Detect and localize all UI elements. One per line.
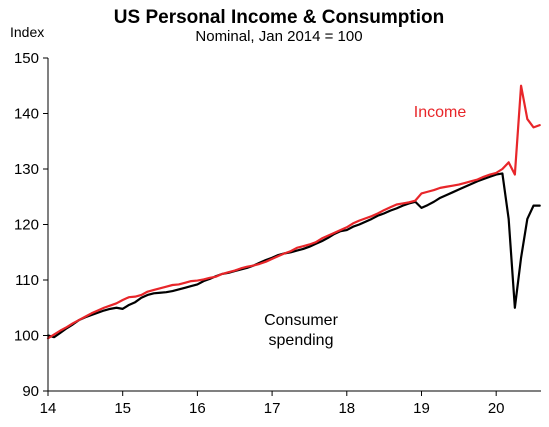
y-tick-label: 130 (14, 161, 39, 178)
x-tick-label: 19 (413, 400, 430, 417)
y-axis-ticks: 90 100 110 120 130 140 150 (14, 50, 48, 400)
spending-annotation-line1: Consumer (264, 312, 338, 329)
y-tick-label: 140 (14, 106, 39, 123)
x-axis-ticks: 14 15 16 17 18 19 20 (40, 391, 505, 417)
y-tick-label: 120 (14, 217, 39, 234)
series-layer (46, 84, 541, 340)
x-tick-label: 18 (338, 400, 355, 417)
spending-annotation-line2: spending (269, 332, 334, 349)
y-tick-label: 100 (14, 328, 39, 345)
x-tick-label: 16 (189, 400, 206, 417)
x-tick-label: 17 (264, 400, 281, 417)
chart-title: US Personal Income & Consumption (114, 7, 444, 28)
series-line-income (46, 84, 541, 340)
y-tick-label: 110 (15, 272, 39, 289)
y-tick-label: 90 (22, 383, 39, 400)
y-axis-label: Index (10, 24, 44, 40)
x-tick-label: 15 (114, 400, 131, 417)
series-line-consumer-spending (46, 172, 541, 339)
y-tick-label: 150 (14, 50, 39, 67)
x-tick-label: 20 (488, 400, 505, 417)
chart-subtitle: Nominal, Jan 2014 = 100 (195, 28, 362, 45)
x-tick-label: 14 (40, 400, 57, 417)
income-annotation: Income (414, 104, 467, 121)
